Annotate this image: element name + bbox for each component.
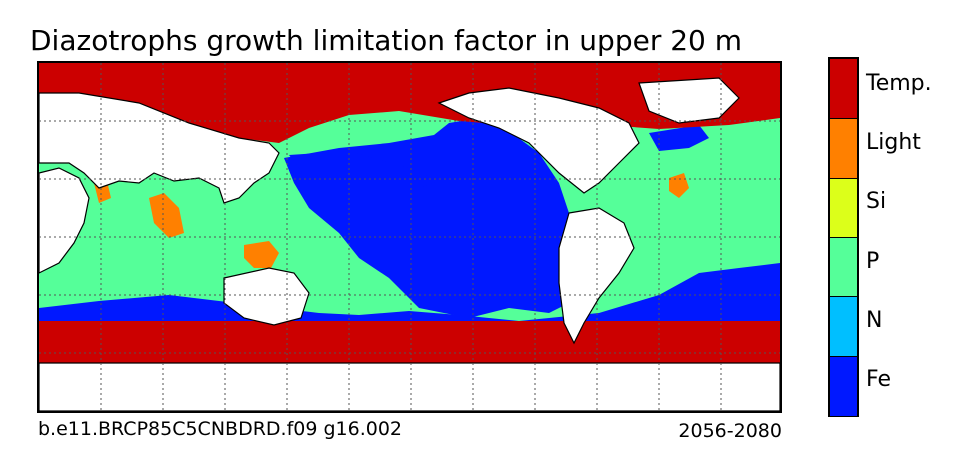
land-north-america xyxy=(437,87,640,194)
light-limited-north-australia xyxy=(244,241,279,268)
legend-swatch-light xyxy=(830,118,857,179)
legend-label-fe: Fe xyxy=(866,367,891,393)
legend-label-light: Light xyxy=(866,130,921,155)
legend-label-si: Si xyxy=(866,189,887,215)
legend-swatch-p xyxy=(830,237,857,298)
legend-label-temp: Temp. xyxy=(866,70,932,96)
fe-limited-southern-band xyxy=(39,263,780,325)
land-australia xyxy=(223,267,310,326)
legend-swatch-si xyxy=(830,177,857,238)
grid-lines xyxy=(39,63,780,411)
legend-label-p: P xyxy=(866,248,880,274)
legend-label-n: N xyxy=(866,308,883,333)
land-greenland xyxy=(638,77,740,124)
colorbar-legend xyxy=(828,57,859,417)
legend-swatch-fe xyxy=(830,355,857,416)
years-label: 2056-2080 xyxy=(678,420,782,442)
land-africa-east xyxy=(39,167,90,274)
map-canvas xyxy=(39,63,780,411)
fe-limited-north-atlantic xyxy=(649,125,709,151)
legend-swatch-n xyxy=(830,296,857,357)
light-limited-indonesia xyxy=(149,193,184,238)
case-name-label: b.e11.BRCP85C5CNBDRD.f09 g16.002 xyxy=(38,418,403,440)
map-title: Diazotrophs growth limitation factor in … xyxy=(30,24,743,57)
world-map xyxy=(37,61,782,413)
land-south-america xyxy=(558,207,635,345)
land-antarctica xyxy=(39,362,780,411)
fe-limited-north-pacific xyxy=(289,151,439,188)
legend-swatch-temp xyxy=(830,59,857,119)
